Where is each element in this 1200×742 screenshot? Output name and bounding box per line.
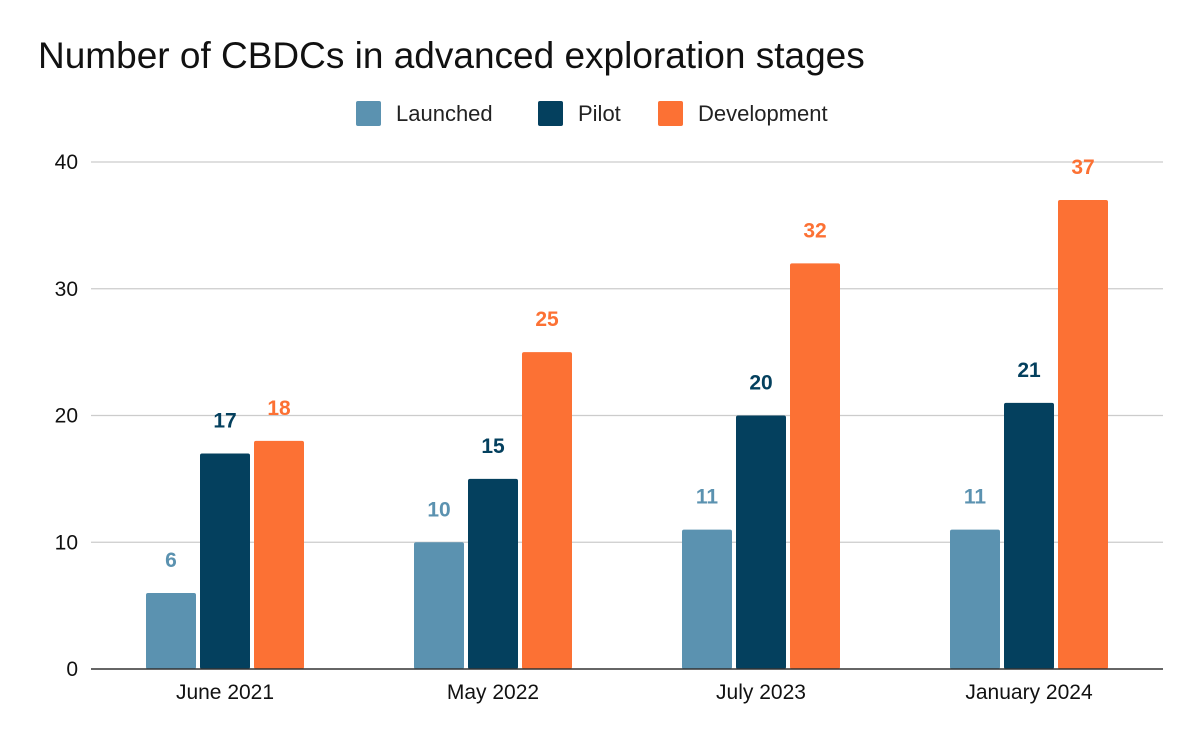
y-axis-ticks: 0 10 20 30 40 — [55, 151, 78, 681]
bar-pilot-2 — [736, 415, 786, 669]
x-category-label: January 2024 — [965, 681, 1093, 704]
x-category-label: June 2021 — [176, 681, 274, 704]
data-label-pilot-1: 15 — [481, 435, 505, 458]
data-label-development-2: 32 — [803, 219, 826, 242]
y-tick-label: 40 — [55, 151, 78, 174]
data-label-launched-0: 6 — [165, 549, 177, 572]
data-label-launched-1: 10 — [427, 498, 450, 521]
bar-development-3 — [1058, 200, 1108, 669]
data-label-pilot-0: 17 — [213, 410, 236, 433]
bar-launched-0 — [146, 592, 196, 669]
legend-swatch-pilot — [538, 101, 563, 126]
y-tick-label: 10 — [55, 531, 78, 554]
data-labels: 6 17 18 10 15 25 11 20 32 11 21 37 — [165, 156, 1095, 572]
bar-launched-1 — [414, 542, 464, 669]
data-label-development-1: 25 — [535, 308, 559, 331]
legend-label-pilot: Pilot — [578, 101, 621, 126]
data-label-launched-2: 11 — [696, 486, 719, 509]
legend-swatch-development — [658, 101, 683, 126]
bar-development-0 — [254, 440, 304, 669]
bar-development-1 — [522, 352, 572, 669]
bar-development-2 — [790, 263, 840, 669]
legend: Launched Pilot Development — [356, 101, 828, 126]
legend-label-development: Development — [698, 101, 828, 126]
gridlines — [91, 161, 1163, 543]
bar-pilot-0 — [200, 453, 250, 669]
legend-swatch-launched — [356, 101, 381, 126]
data-label-launched-3: 11 — [964, 486, 987, 509]
x-category-label: July 2023 — [716, 681, 806, 704]
y-tick-label: 0 — [66, 658, 78, 681]
chart-title: Number of CBDCs in advanced exploration … — [38, 35, 865, 76]
bar-pilot-3 — [1004, 402, 1054, 669]
x-category-label: May 2022 — [447, 681, 539, 704]
data-label-development-0: 18 — [267, 397, 291, 420]
bar-pilot-1 — [468, 478, 518, 669]
x-axis-categories: June 2021 May 2022 July 2023 January 2024 — [176, 681, 1093, 704]
y-tick-label: 20 — [55, 405, 78, 428]
bars — [146, 200, 1108, 669]
y-tick-label: 30 — [55, 278, 78, 301]
data-label-pilot-3: 21 — [1017, 359, 1041, 382]
data-label-pilot-2: 20 — [749, 372, 772, 395]
data-label-development-3: 37 — [1071, 156, 1094, 179]
legend-label-launched: Launched — [396, 101, 493, 126]
bar-launched-3 — [950, 529, 1000, 669]
bar-launched-2 — [682, 529, 732, 669]
